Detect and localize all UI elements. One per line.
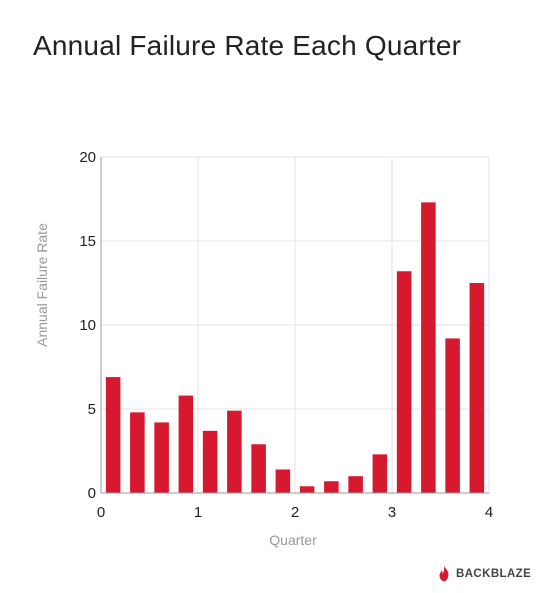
gridlines: [100, 156, 490, 494]
brand-logo: BACKBLAZE: [437, 565, 531, 582]
y-tick-label: 10: [79, 317, 96, 334]
flame-icon: [439, 565, 449, 582]
bar: [324, 481, 339, 493]
bar: [348, 476, 363, 493]
y-tick-label: 0: [88, 485, 96, 502]
bar: [227, 410, 242, 493]
bar: [299, 486, 315, 493]
bar: [445, 338, 460, 493]
axes: [100, 157, 489, 494]
x-tick-label: 0: [97, 504, 105, 521]
bar: [105, 377, 121, 493]
x-tick-labels: 0 1 2 3 4: [97, 504, 493, 521]
bar: [154, 422, 169, 493]
bar: [372, 454, 388, 493]
y-axis-label: Annual Failure Rate: [34, 223, 50, 347]
x-tick-label: 2: [291, 504, 299, 521]
bar: [275, 469, 291, 493]
bar: [202, 430, 218, 493]
y-tick-label: 5: [88, 401, 96, 418]
y-tick-label: 15: [79, 233, 96, 250]
chart-title: Annual Failure Rate Each Quarter: [33, 30, 462, 61]
x-axis-label: Quarter: [269, 532, 317, 548]
x-tick-label: 1: [194, 504, 202, 521]
x-tick-label: 3: [388, 504, 396, 521]
bars: [105, 202, 485, 494]
bar: [396, 271, 412, 493]
bar: [251, 444, 266, 493]
bar: [178, 395, 194, 493]
x-tick-label: 4: [485, 504, 493, 521]
y-tick-labels: 0 5 10 15 20: [79, 149, 96, 502]
bar: [469, 283, 485, 493]
brand-name: BACKBLAZE: [456, 567, 532, 580]
bar: [421, 202, 436, 494]
y-tick-label: 20: [79, 149, 96, 166]
bar: [130, 412, 145, 493]
